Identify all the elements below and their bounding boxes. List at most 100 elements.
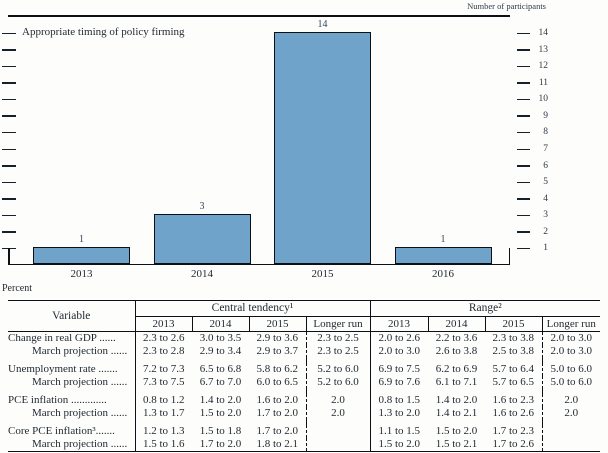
range-value: 1.5 to 2.0 [435,425,478,437]
x-label-2014: 2014 [191,268,213,280]
range-value: 1.6 to 2.3 [492,394,535,406]
spacer-cell [305,420,371,425]
range-value: 2.6 to 3.8 [435,345,478,357]
row-group-spacer [8,420,601,425]
ct-value: 2.9 to 3.6 [256,332,299,344]
y-tick-left-6 [2,165,16,167]
y-tick-right-9 [517,115,530,117]
right-axis-unit-label: Number of participants [467,1,546,11]
range-year-2014: 2014 [427,316,485,332]
right-axis-stub [508,248,510,265]
bar-value-2013: 1 [79,234,84,246]
ct-year-2014: 2014 [191,316,249,332]
table-row: PCE inflation ............. 0.8 to 1.2 1.4… [8,394,601,407]
ct-value: 1.5 to 2.0 [199,407,242,419]
table-row: Core PCE inflation³....... 1.2 to 1.3 1.5 … [8,425,601,438]
y-tick-left-11 [2,82,16,84]
ct-value: 2.0 [305,407,371,420]
ct-value: 1.3 to 1.7 [142,407,185,419]
column-group-range: Range² [370,300,601,317]
row-label: Unemployment rate ....... [8,363,136,376]
table-row: March projection ...... 1.5 to 1.6 1.7 to … [8,438,601,452]
row-label: March projection ...... [8,407,136,420]
y-tick-right-12 [517,65,530,68]
y-tick-label-11: 11 [538,77,548,88]
row-label: March projection ...... [8,376,136,389]
ct-value: 1.5 to 1.6 [135,438,192,452]
y-tick-left-10 [2,98,16,101]
y-tick-label-1: 1 [543,243,548,254]
x-axis-line [8,263,510,265]
ct-value: 5.8 to 6.2 [256,363,299,375]
table-row: Unemployment rate ....... 7.2 to 7.3 6.5 t… [8,363,601,376]
y-tick-label-3: 3 [543,210,548,221]
ct-value: 1.4 to 2.0 [199,394,242,406]
table-row: March projection ...... 1.3 to 1.7 1.5 to … [8,407,601,420]
y-tick-left-5 [2,181,16,184]
y-tick-right-10 [517,98,530,101]
y-tick-label-7: 7 [543,144,548,154]
row-group-spacer [8,358,601,363]
row-label: March projection ...... [8,438,136,452]
table-row: March projection ...... 2.3 to 2.8 2.9 to … [8,345,601,358]
ct-value [305,425,371,438]
ct-value: 7.3 to 7.5 [142,376,185,388]
chart-top-border [8,15,510,17]
ct-value: 1.2 to 1.3 [142,425,185,437]
economic-projections-table: Variable Central tendency¹ Range² 2013 2… [8,300,601,452]
range-value: 1.4 to 2.0 [435,394,478,406]
y-tick-left-13 [2,49,16,51]
range-value: 2.0 to 3.0 [378,345,421,357]
y-tick-label-4: 4 [543,193,548,204]
ct-value: 1.7 to 2.0 [256,407,299,419]
ct-value: 2.9 to 3.7 [256,345,299,357]
range-value: 2.0 to 3.0 [541,331,601,345]
y-tick-right-6 [517,165,530,167]
range-value: 0.8 to 1.5 [378,394,421,406]
range-value: 2.0 to 3.0 [541,345,601,358]
y-tick-right-14 [517,32,530,34]
range-value: 1.7 to 2.6 [485,438,542,452]
range-value [541,438,601,452]
bar-2016 [394,247,492,264]
row-label: PCE inflation ............. [8,394,136,407]
ct-value: 1.6 to 2.0 [256,394,299,406]
y-tick-right-5 [517,181,530,184]
y-tick-right-8 [517,131,530,134]
y-tick-right-2 [517,231,530,233]
range-value: 1.4 to 2.1 [435,407,478,419]
bar-value-2014: 3 [199,201,205,213]
ct-value: 2.3 to 2.6 [142,332,185,344]
y-tick-left-4 [2,198,16,200]
range-value: 5.0 to 6.0 [541,363,601,376]
range-value: 1.6 to 2.6 [492,407,535,419]
range-longer-run: Longer run [541,316,601,332]
range-value: 5.7 to 6.4 [492,363,535,375]
bar-2015 [274,32,371,264]
y-tick-left-8 [2,131,16,134]
range-value: 1.1 to 1.5 [378,425,421,437]
column-group-central-tendency: Central tendency¹ [135,300,371,317]
bar-2013 [33,247,130,264]
ct-value: 2.3 to 2.8 [142,345,185,357]
row-label: Change in real GDP ...... [8,331,136,345]
spacer-cell [305,358,371,363]
y-tick-label-13: 13 [538,44,549,55]
ct-value: 0.8 to 1.2 [142,394,185,406]
ct-value: 6.0 to 6.5 [256,376,299,388]
left-axis-stub [8,248,10,265]
range-value: 2.3 to 3.8 [492,332,535,344]
ct-value: 1.8 to 2.1 [249,438,306,452]
range-value: 2.5 to 3.8 [492,345,535,357]
y-tick-label-5: 5 [543,177,548,188]
y-tick-label-8: 8 [543,127,548,138]
spacer-cell [541,389,601,394]
range-value: 6.1 to 7.1 [435,376,478,388]
row-label: March projection ...... [8,345,136,358]
x-label-2016: 2016 [432,268,454,280]
range-value: 6.2 to 6.9 [435,363,478,375]
y-tick-label-14: 14 [538,28,549,38]
y-tick-label-2: 2 [543,226,548,237]
